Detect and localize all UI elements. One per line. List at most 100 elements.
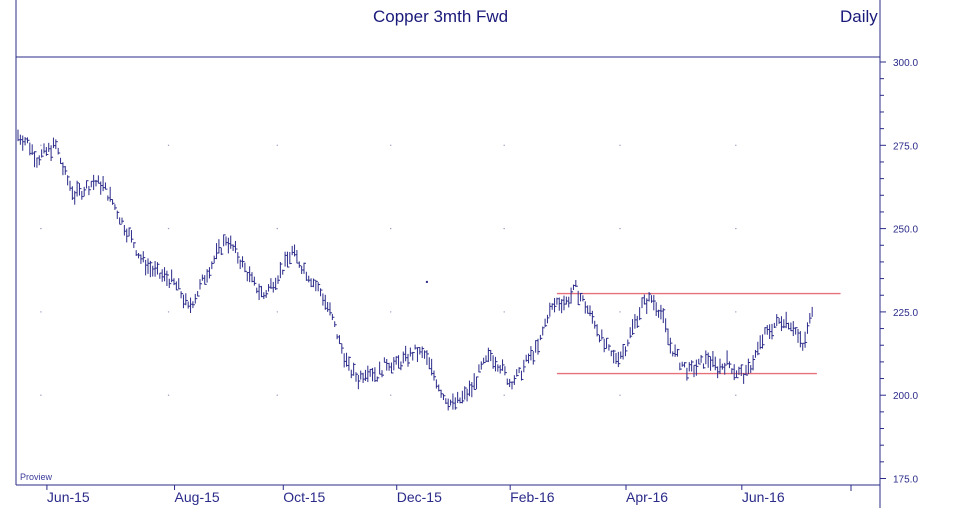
price-bar — [268, 284, 271, 292]
price-bar — [627, 339, 630, 347]
price-bar — [372, 367, 375, 382]
price-bar — [407, 353, 410, 367]
price-bar — [256, 287, 259, 294]
grid-dot — [619, 144, 621, 146]
price-bar — [641, 297, 644, 309]
price-bar — [294, 244, 297, 257]
price-bar — [539, 334, 543, 341]
price-bar — [665, 318, 668, 333]
price-bar — [305, 271, 309, 281]
price-bar — [582, 295, 585, 302]
x-tick-label: Aug-15 — [175, 489, 220, 505]
price-bar — [272, 281, 276, 293]
price-bar — [175, 281, 179, 291]
price-bar — [563, 295, 566, 311]
price-bar — [762, 334, 765, 349]
price-bar — [17, 129, 20, 142]
price-bar — [528, 353, 531, 364]
price-bar — [192, 301, 195, 309]
price-bar — [109, 186, 113, 202]
price-bar — [542, 326, 545, 336]
price-bar — [624, 346, 628, 357]
price-bar — [190, 297, 193, 313]
price-bar — [22, 135, 25, 151]
watermark: Proview — [20, 472, 53, 482]
price-bar — [572, 284, 576, 291]
price-bar — [620, 351, 623, 359]
price-bar — [575, 279, 578, 288]
price-bar — [194, 293, 198, 304]
price-bar — [258, 283, 262, 301]
price-bar — [587, 305, 590, 314]
price-bar — [296, 250, 299, 264]
price-bar — [523, 359, 526, 373]
price-bar — [797, 328, 800, 343]
price-bar — [617, 351, 621, 368]
price-bar — [364, 369, 368, 381]
price-bar — [123, 224, 127, 236]
price-bar — [112, 199, 115, 205]
price-bar — [277, 275, 280, 284]
price-bar — [440, 389, 444, 398]
price-bar — [719, 358, 722, 375]
price-bar — [669, 337, 673, 354]
price-bar — [570, 287, 574, 304]
grid-dot — [735, 311, 737, 313]
price-bar — [147, 258, 150, 274]
price-bar — [263, 292, 266, 300]
price-bar — [164, 267, 167, 282]
price-bar — [785, 311, 789, 329]
price-bar — [596, 324, 600, 337]
price-bar — [804, 331, 808, 348]
price-bar — [549, 302, 552, 317]
price-bar — [348, 356, 351, 371]
price-bar — [435, 379, 439, 389]
grid-dot — [390, 311, 392, 313]
price-bar — [421, 346, 425, 358]
price-bar — [334, 321, 337, 328]
price-bar — [395, 356, 399, 365]
grid-dot — [503, 144, 505, 146]
price-bar — [67, 175, 70, 186]
price-bar — [546, 314, 550, 324]
price-bar — [584, 301, 588, 314]
price-bar — [355, 372, 358, 382]
price-bar — [667, 328, 670, 346]
price-bar — [554, 298, 557, 313]
price-bar — [445, 398, 448, 405]
price-bar — [31, 144, 35, 155]
price-bar — [24, 137, 28, 146]
price-bar — [284, 251, 288, 267]
price-bar — [518, 367, 522, 374]
price-bar — [107, 195, 110, 201]
price-bar — [702, 363, 706, 369]
price-bar — [565, 296, 569, 305]
price-bar — [424, 350, 427, 359]
price-bar — [688, 362, 692, 372]
price-bar — [506, 378, 510, 385]
price-bar — [752, 355, 756, 371]
price-bar — [684, 362, 687, 368]
price-bar — [102, 176, 106, 192]
price-bar — [405, 345, 408, 362]
price-bar — [343, 353, 347, 368]
price-bar — [149, 260, 153, 278]
price-bar — [714, 356, 718, 371]
price-bar — [218, 239, 221, 254]
price-bar — [216, 243, 219, 260]
price-bar — [86, 180, 89, 189]
price-bar — [603, 338, 607, 353]
grid-dot — [276, 227, 278, 230]
price-bar — [717, 366, 720, 379]
price-bar — [686, 367, 689, 381]
price-bar — [662, 308, 666, 324]
price-bar — [204, 275, 207, 285]
grid-dot — [735, 227, 737, 230]
price-bar — [353, 362, 356, 376]
price-bar — [237, 252, 240, 264]
price-bar — [799, 331, 803, 348]
price-bar — [121, 217, 124, 224]
price-bar — [454, 397, 458, 410]
price-bar — [48, 142, 51, 152]
price-bar — [790, 322, 793, 332]
